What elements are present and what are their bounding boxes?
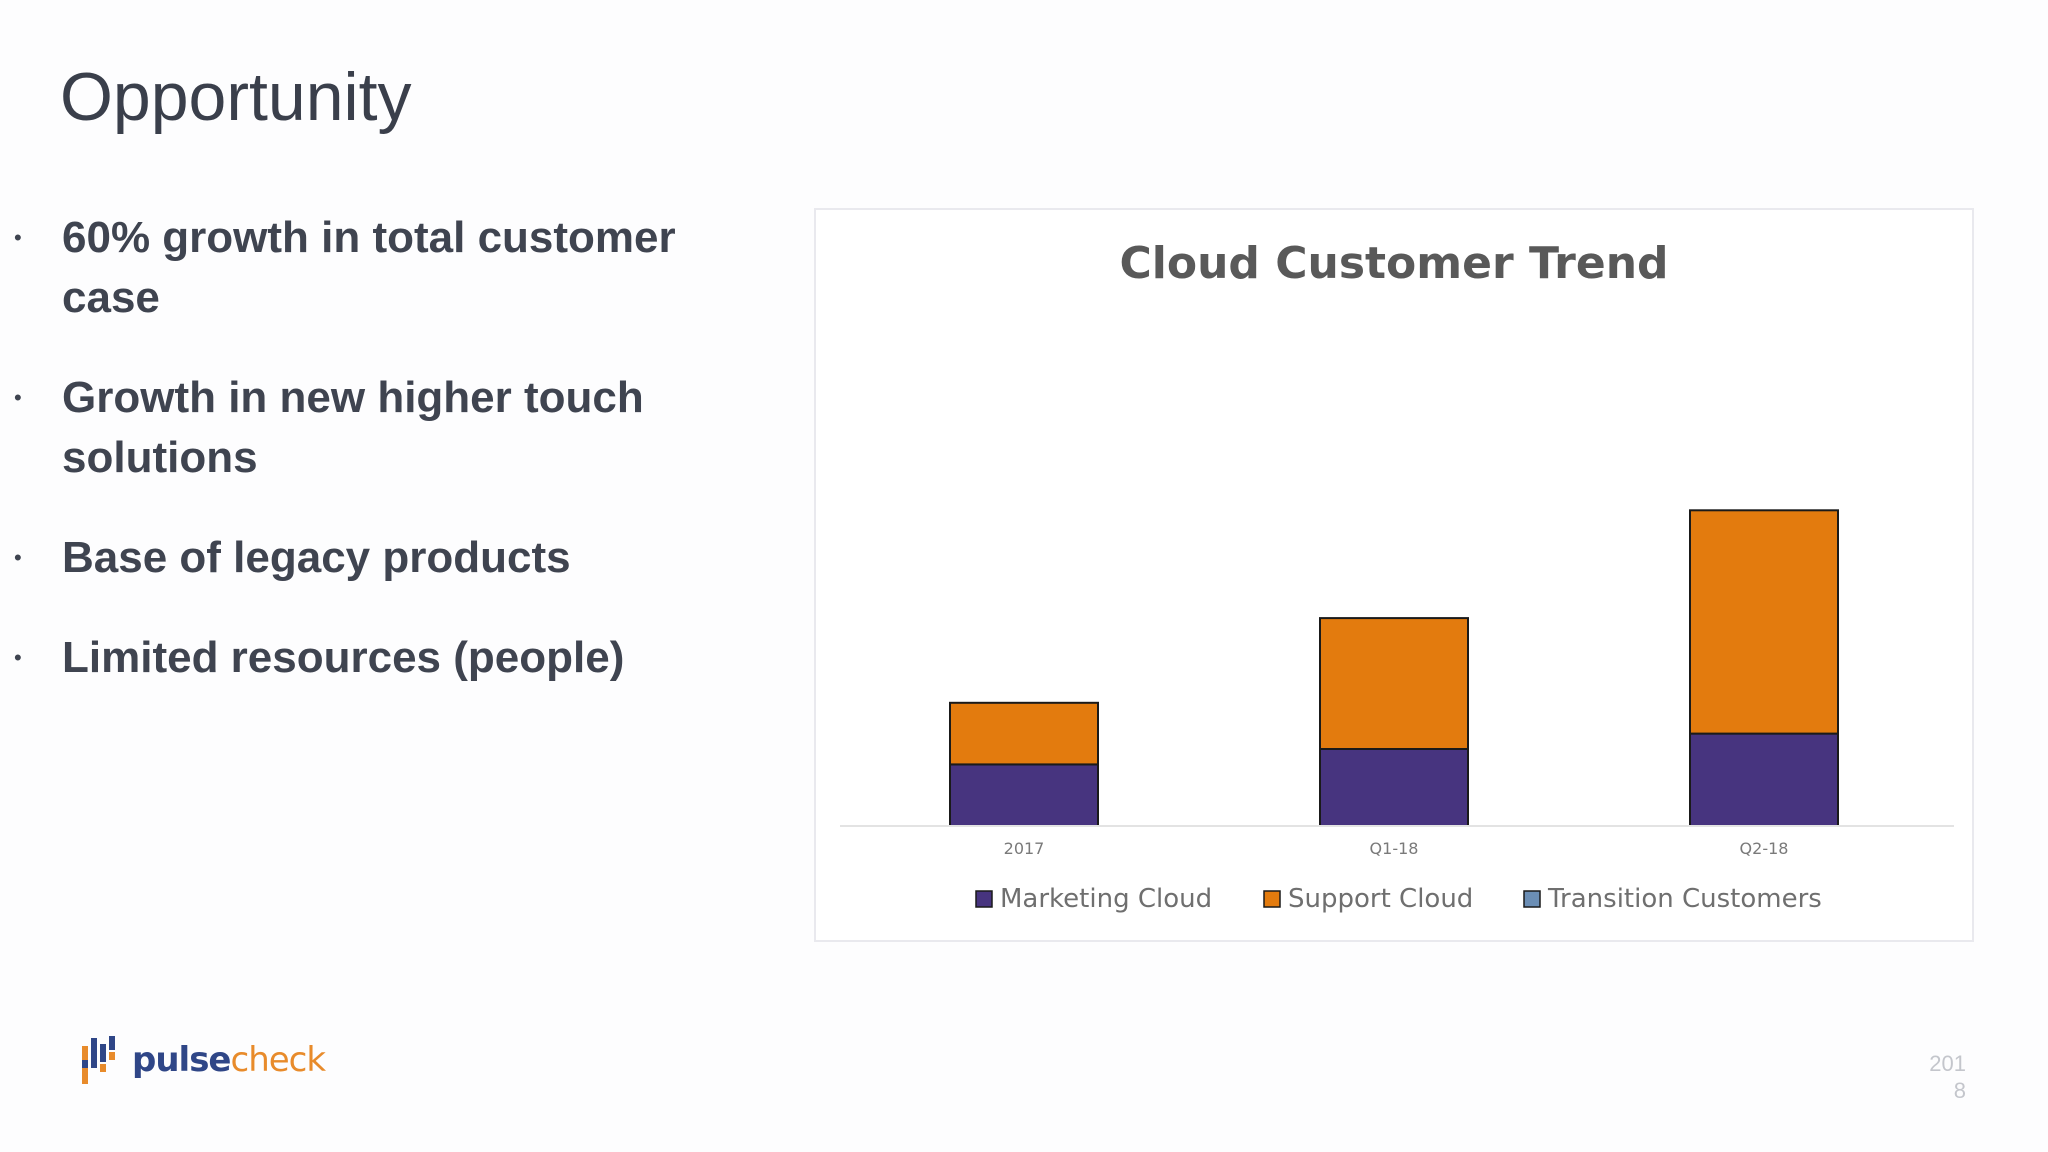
page-number-line2: 8 <box>1953 1078 1966 1103</box>
bullet-text: Limited resources (people) <box>62 633 625 682</box>
bullet-text: Base of legacy products <box>62 533 571 582</box>
stacked-bar-chart: Cloud Customer Trend 2017 Q1-18 Q2-18 Mark… <box>840 238 1954 914</box>
pulsecheck-logo-icon <box>82 1036 115 1084</box>
logo-text-bold: pulse <box>132 1040 231 1080</box>
bullet-item: • Growth in new higher touch solutions <box>0 368 760 488</box>
bars-layer <box>949 509 1839 828</box>
x-tick-label: Q2-18 <box>1740 839 1789 858</box>
chart-container: Cloud Customer Trend 2017 Q1-18 Q2-18 Mark… <box>814 208 1974 942</box>
bullet-marker: • <box>14 385 22 410</box>
bullet-item: • Limited resources (people) <box>0 628 760 688</box>
bullet-item: • 60% growth in total customer case <box>0 208 760 328</box>
bullet-text: Growth in new higher touch solutions <box>62 373 644 482</box>
legend-swatch <box>1523 890 1541 908</box>
bar-marketing-cloud-q1-18 <box>1319 748 1469 827</box>
logo-text: pulsecheck <box>132 1040 327 1080</box>
bullet-text: 60% growth in total customer case <box>62 213 676 322</box>
slide-title: Opportunity <box>60 59 412 135</box>
x-tick-labels: 2017 Q1-18 Q2-18 <box>1004 839 1789 858</box>
bar-marketing-cloud-q2-18 <box>1689 732 1839 827</box>
logo-text-light: check <box>230 1040 327 1080</box>
legend-label: Marketing Cloud <box>1000 884 1212 914</box>
page-number-line1: 201 <box>1929 1051 1966 1076</box>
page-number: 201 8 <box>1929 1050 1966 1104</box>
pulsecheck-logo: pulsecheck <box>82 1036 327 1084</box>
bar-support-cloud-q1-18 <box>1319 617 1469 750</box>
legend-swatch <box>975 890 993 908</box>
legend-label: Transition Customers <box>1547 884 1822 914</box>
legend: Marketing Cloud Support Cloud Transition C… <box>975 884 1822 914</box>
chart-title: Cloud Customer Trend <box>1119 238 1668 289</box>
bullet-item: • Base of legacy products <box>0 528 760 588</box>
bullet-marker: • <box>14 225 22 250</box>
bullet-list: • 60% growth in total customer case • Gr… <box>0 208 760 728</box>
bar-marketing-cloud-2017 <box>949 763 1099 828</box>
bar-support-cloud-q2-18 <box>1689 509 1839 735</box>
legend-swatch <box>1263 890 1281 908</box>
bar-support-cloud-2017 <box>949 701 1099 766</box>
bullet-marker: • <box>14 645 22 670</box>
legend-label: Support Cloud <box>1288 884 1473 914</box>
bullet-marker: • <box>14 545 22 570</box>
x-tick-label: 2017 <box>1004 839 1045 858</box>
x-tick-label: Q1-18 <box>1370 839 1419 858</box>
